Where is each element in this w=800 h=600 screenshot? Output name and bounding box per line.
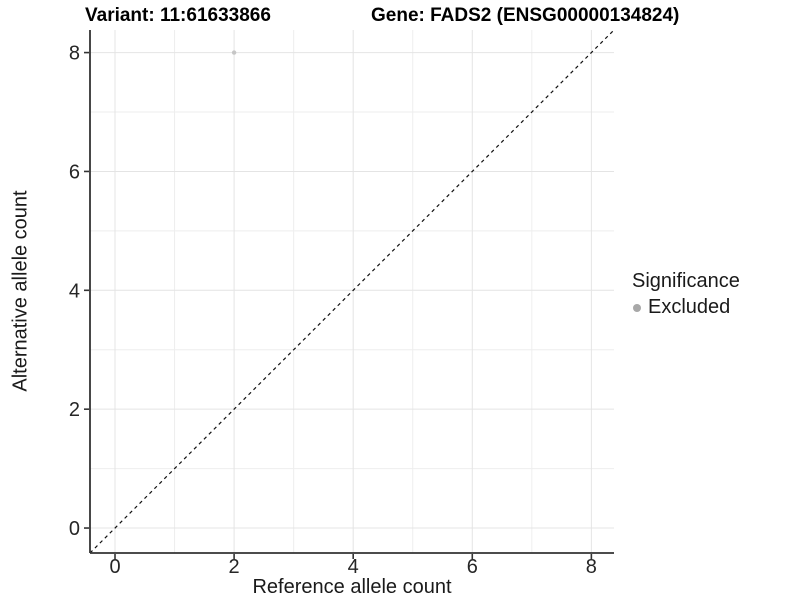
y-axis-title: Alternative allele count [9,190,32,392]
x-tick-label: 0 [109,556,120,578]
legend-entry-label: Excluded [648,296,731,318]
identity-reference-line [89,29,615,554]
y-tick-label: 8 [69,43,80,65]
x-tick-label: 4 [348,556,359,578]
legend-point-icon [633,303,641,312]
y-tick-label: 2 [69,399,80,421]
x-tick-label: 2 [229,556,240,578]
x-tick-label: 6 [467,556,478,578]
variant-title: Variant: 11:61633866 [85,5,271,26]
y-tick-label: 6 [69,161,80,183]
data-point-excluded [231,50,237,55]
gene-title: Gene: FADS2 (ENSG00000134824) [371,5,680,26]
x-tick-label: 8 [586,556,597,578]
legend-entry-excluded: Excluded [630,296,740,319]
legend-title: Significance [632,270,740,292]
legend: Significance Excluded [630,270,740,319]
y-tick-label: 0 [69,518,80,540]
x-axis-title: Reference allele count [252,576,452,598]
y-tick-label: 4 [69,280,80,302]
